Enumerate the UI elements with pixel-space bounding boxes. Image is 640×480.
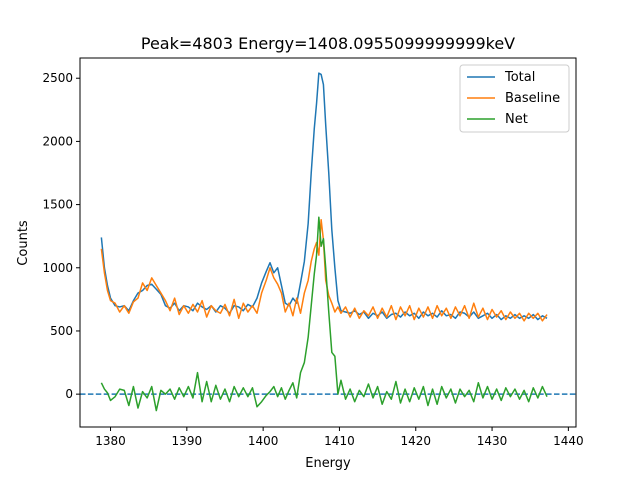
y-tick-label: 1500 [42, 198, 73, 212]
plot-frame [79, 57, 577, 428]
y-tick-label: 0 [65, 387, 73, 401]
x-tick-label: 1380 [95, 434, 126, 448]
legend-label-baseline: Baseline [505, 91, 560, 106]
y-tick-label: 500 [50, 324, 73, 338]
series-line-net [100, 216, 548, 412]
legend-label-net: Net [505, 112, 528, 127]
x-tick-label: 1400 [248, 434, 279, 448]
y-tick-label: 2500 [42, 71, 73, 85]
x-tick-label: 1390 [172, 434, 203, 448]
plot-area [79, 57, 577, 428]
series-lines [100, 72, 548, 412]
chart-title: Peak=4803 Energy=1408.0955099999999keV [141, 34, 515, 53]
legend-box [459, 64, 570, 133]
y-axis-ticks: 0 500 1000 1500 2000 2500 [42, 71, 80, 401]
x-tick-label: 1440 [553, 434, 584, 448]
legend: Total Baseline Net [459, 64, 570, 133]
x-tick-label: 1430 [477, 434, 508, 448]
x-axis-label: Energy [305, 456, 351, 471]
y-tick-label: 2000 [42, 134, 73, 148]
y-axis-label: Counts [16, 220, 31, 266]
x-tick-label: 1410 [324, 434, 355, 448]
x-tick-label: 1420 [400, 434, 431, 448]
y-tick-label: 1000 [42, 261, 73, 275]
x-axis-ticks: 1380 1390 1400 1410 1420 1430 1440 [95, 427, 584, 448]
legend-label-total: Total [504, 70, 535, 85]
